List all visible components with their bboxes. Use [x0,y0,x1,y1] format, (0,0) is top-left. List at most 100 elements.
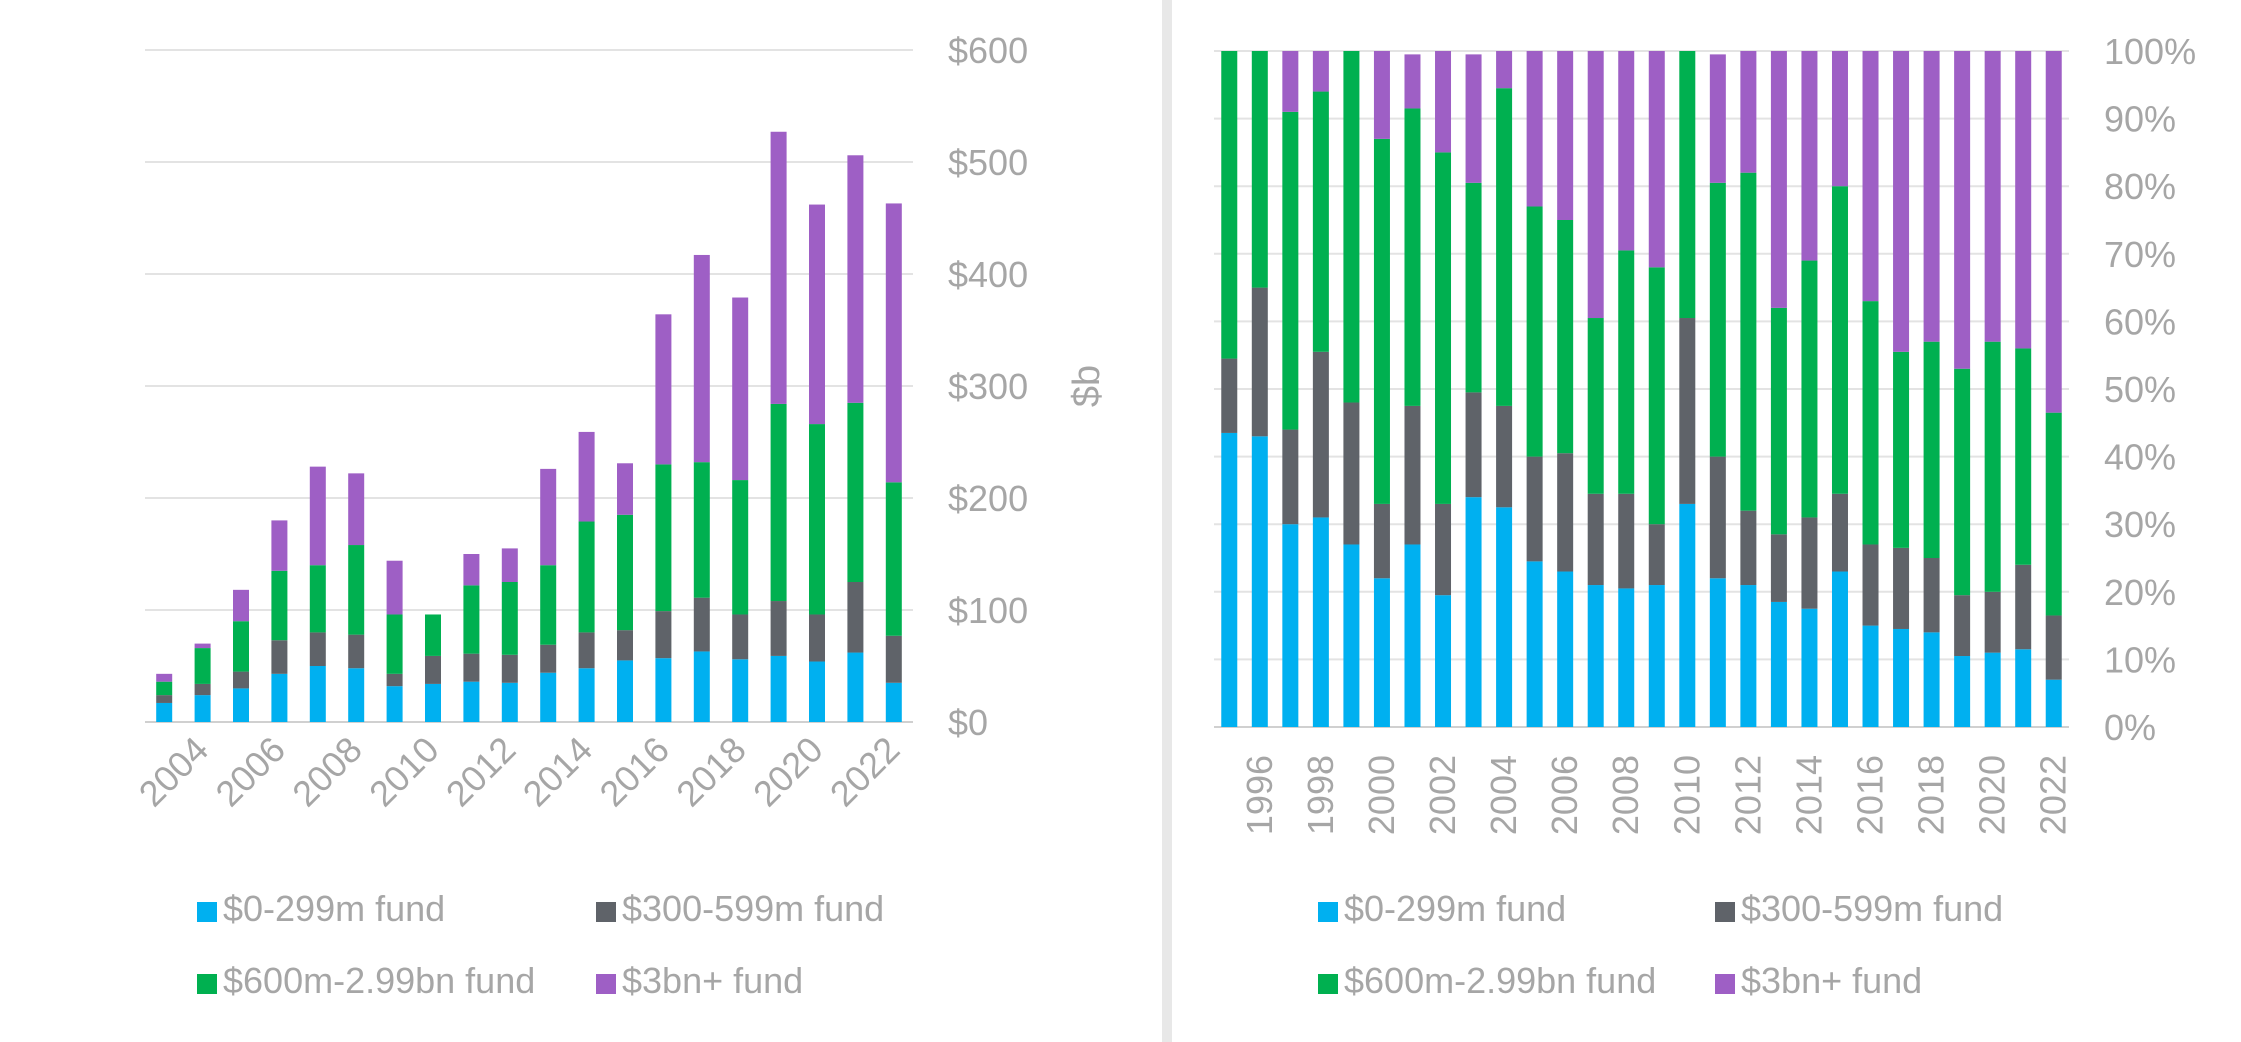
bar-segment [386,686,403,722]
bar-segment [540,565,557,645]
bar-segment [732,614,749,660]
bar-segment [1557,453,1574,572]
bar-segment [348,473,365,546]
bar-segment [2045,51,2062,413]
bar-segment [1984,591,2001,653]
legend-label: $0-299m fund [223,888,445,929]
bar-segment [770,403,787,602]
bar-segment [1618,588,1635,727]
bar-segment [1587,318,1604,494]
bar-segment [1984,51,2001,342]
bar-segment [1770,51,1787,308]
x-tick-label: 1996 [1239,755,1280,835]
bar-segment [309,565,326,633]
bar-segment [1679,318,1696,504]
x-tick-label: 2008 [284,729,370,815]
legend-swatch [197,902,217,922]
legend-swatch [596,902,616,922]
bar-segment [1740,51,1757,173]
legend-label: $3bn+ fund [622,960,803,1001]
x-tick-label: 2002 [1422,755,1463,835]
bar-segment [885,203,902,483]
y-tick-label: 90% [2104,99,2176,140]
bar-segment [1954,656,1971,727]
bar-segment [847,582,864,653]
bar-segment [271,570,288,641]
bar-segment [770,655,787,722]
bar-segment [885,482,902,636]
bar-segment [2045,412,2062,616]
bar-segment [655,658,672,722]
bar-segment [1709,578,1726,727]
bar-segment [1587,51,1604,319]
bar-segment [1984,652,2001,727]
legend-swatch [1715,902,1735,922]
bar-segment [1343,544,1360,727]
bar-segment [194,648,211,684]
bar-segment [1954,595,1971,657]
chart-panel-right: 0% 10% 20% 30% 40% 50% 60% 70% 80% 90% 100% 1996 199… [1172,0,2241,1042]
bar-segment [1373,578,1390,727]
y-tick-label: 10% [2104,639,2176,680]
bar-segment [1282,51,1299,112]
bar-segment [655,464,672,612]
bar-segment [425,655,441,684]
legend-label: $600m-2.99bn fund [1344,960,1656,1001]
bar-segment [1923,558,1940,633]
bar-segment [1923,632,1940,727]
x-tick-label: 2022 [822,729,908,815]
bar-segment [1404,544,1421,727]
bar-segment [1496,405,1513,508]
bar-segment [233,671,249,689]
bar-segment [1801,51,1818,261]
bar-segment [386,614,403,674]
x-tick-label: 2004 [131,729,217,815]
bar-segment [463,653,480,682]
y-tick-label: $600 [948,30,1028,71]
bar-segment [847,155,864,403]
bar-segment [1404,108,1421,406]
bar-segment [732,659,749,722]
bar-segment [501,654,518,683]
bar-segment [156,681,173,696]
bar-segment [1618,51,1635,251]
y-tick-label: $500 [948,142,1028,183]
bar-segment [1679,503,1696,727]
bar-segment [501,682,518,722]
bar-segment [809,614,825,662]
bar-segment [693,651,710,722]
bar-segment [1740,172,1757,511]
bar-segment [540,468,557,566]
bar-segment [885,682,902,722]
x-tick-label: 2000 [1361,755,1402,835]
bar-segment [156,695,173,703]
stacked-bar-chart-share: 0% 10% 20% 30% 40% 50% 60% 70% 80% 90% 100% 1996 199… [1214,31,2196,1001]
x-tick-label: 2020 [1972,755,2013,835]
y-axis-label: $b [1066,365,1108,407]
bar-segment [1435,152,1452,504]
bar-segment [1801,260,1818,518]
bar-segment [386,673,403,687]
bar-segment [1557,220,1574,454]
bar-segment [1831,493,1848,572]
x-tick-label: 2010 [1666,755,1707,835]
bar-segment [1618,493,1635,589]
chart-panel-left: $0 $100 $200 $300 $400 $500 $600 2004 2006 2008 20… [0,0,1162,1042]
bar-segment [309,632,326,666]
bar-segment [2045,679,2062,727]
bar-segment [1496,88,1513,406]
bar-segment [1648,585,1665,727]
bar-segment [1526,206,1543,457]
bar-segment [1954,368,1971,596]
bar-segment [501,582,518,655]
bar-segment [233,621,249,672]
bar-segment [1465,182,1482,393]
x-tick-label: 2010 [361,729,447,815]
legend-label: $0-299m fund [1344,888,1566,929]
bar-segment [1648,51,1665,268]
bar-segment [1648,524,1665,586]
bar-segment [1648,267,1665,525]
bar-segment [732,297,749,481]
bar-segment [1923,51,1940,342]
bar-segment [1984,341,2001,592]
